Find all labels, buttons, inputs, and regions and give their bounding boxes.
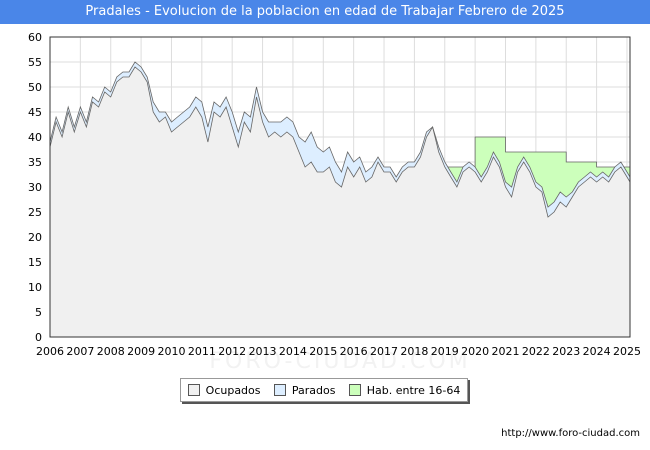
legend-item-ocupados: Ocupados	[187, 383, 261, 397]
legend-swatch-ocupados	[187, 384, 200, 396]
x-tick-label: 2023	[552, 345, 580, 358]
x-tick-label: 2009	[127, 345, 155, 358]
legend-item-hab: Hab. entre 16-64	[348, 383, 461, 397]
legend-item-parados: Parados	[273, 383, 336, 397]
x-tick-label: 2007	[66, 345, 94, 358]
y-tick-label: 25	[28, 206, 42, 219]
y-tick-label: 50	[28, 81, 42, 94]
x-tick-label: 2010	[157, 345, 185, 358]
line-ocupados	[49, 66, 631, 218]
y-tick-label: 15	[28, 256, 42, 269]
y-tick-label: 40	[28, 131, 42, 144]
x-tick-label: 2020	[461, 345, 489, 358]
legend-label-hab: Hab. entre 16-64	[366, 383, 461, 397]
x-tick-label: 2013	[249, 345, 277, 358]
chart-title: Pradales - Evolucion de la poblacion en …	[0, 0, 650, 24]
legend-swatch-parados	[273, 384, 286, 396]
y-tick-label: 35	[28, 156, 42, 169]
y-tick-label: 10	[28, 281, 42, 294]
series-areas	[49, 61, 631, 337]
y-tick-label: 60	[28, 31, 42, 44]
x-tick-label: 2011	[188, 345, 216, 358]
line-hab-entre-16-64	[444, 136, 630, 168]
legend-label-ocupados: Ocupados	[205, 383, 261, 397]
x-tick-label: 2019	[431, 345, 459, 358]
x-tick-label: 2017	[370, 345, 398, 358]
x-tick-label: 2025	[613, 345, 641, 358]
legend: Ocupados Parados Hab. entre 16-64	[180, 378, 468, 402]
x-tick-label: 2024	[583, 345, 611, 358]
x-tick-label: 2018	[400, 345, 428, 358]
x-tick-label: 2008	[97, 345, 125, 358]
y-tick-label: 0	[35, 331, 42, 344]
x-tick-label: 2022	[522, 345, 550, 358]
y-tick-label: 30	[28, 181, 42, 194]
watermark: FORO-CIUDAD.COM	[209, 349, 470, 374]
x-tick-label: 2006	[36, 345, 64, 358]
y-tick-label: 20	[28, 231, 42, 244]
x-tick-label: 2012	[218, 345, 246, 358]
footer-url: http://www.foro-ciudad.com	[501, 428, 640, 439]
y-tick-label: 5	[35, 306, 42, 319]
plot-frame	[49, 36, 631, 338]
x-tick-label: 2015	[309, 345, 337, 358]
legend-label-parados: Parados	[291, 383, 336, 397]
area-ocupados	[50, 67, 630, 337]
x-tick-label: 2016	[340, 345, 368, 358]
line-parados	[49, 61, 631, 208]
legend-swatch-hab	[348, 384, 361, 396]
x-tick-label: 2014	[279, 345, 307, 358]
y-tick-label: 55	[28, 56, 42, 69]
y-tick-label: 45	[28, 106, 42, 119]
x-tick-label: 2021	[491, 345, 519, 358]
